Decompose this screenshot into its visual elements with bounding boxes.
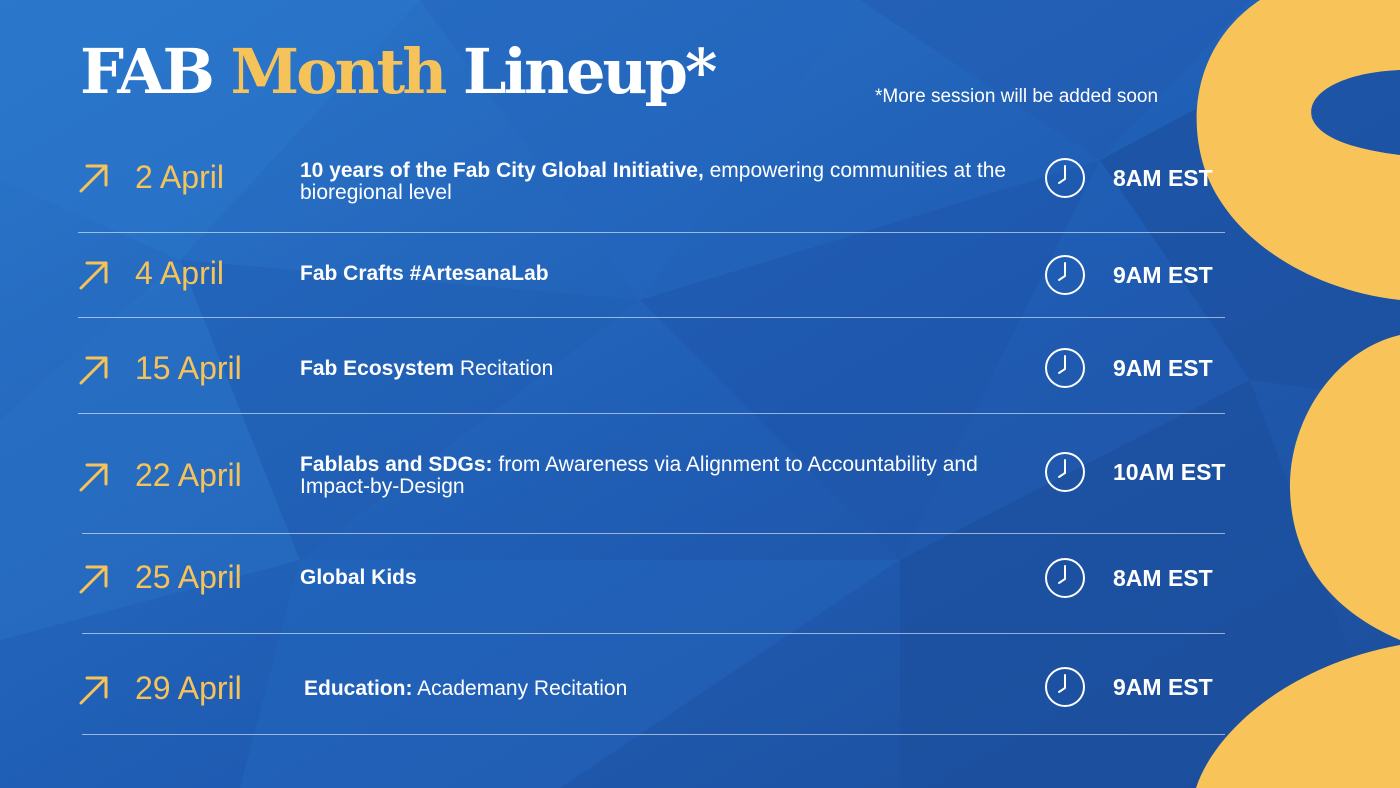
row-divider: [82, 633, 1225, 634]
row-divider: [82, 734, 1225, 735]
session-description: Global Kids: [300, 567, 1020, 589]
session-time: 10AM EST: [1113, 459, 1226, 485]
clock-icon: [1045, 452, 1085, 492]
session-time: 9AM EST: [1113, 262, 1213, 288]
session-description: Fablabs and SDGs: from Awareness via Ali…: [300, 454, 1020, 498]
session-time: 9AM EST: [1113, 674, 1213, 700]
arrow-up-right-icon: [79, 356, 108, 385]
session-title-bold: Global Kids: [300, 566, 417, 589]
session-title-bold: Fab Crafts #ArtesanaLab: [300, 262, 549, 285]
title-part-lineup: Lineup*: [462, 35, 718, 108]
row-divider: [78, 317, 1225, 318]
arrow-up-right-icon: [79, 164, 108, 193]
session-description: 10 years of the Fab City Global Initiati…: [300, 160, 1020, 204]
session-date: 15 April: [135, 350, 242, 386]
session-time: 8AM EST: [1113, 165, 1213, 191]
arrow-up-right-icon: [79, 261, 108, 290]
footnote-note: *More session will be added soon: [875, 86, 1159, 107]
session-description: Education: Academany Recitation: [304, 678, 1024, 700]
arrow-up-right-icon: [79, 565, 108, 594]
session-title-bold: Education:: [304, 677, 413, 700]
session-time: 8AM EST: [1113, 565, 1213, 591]
title-part-month: Month: [230, 35, 448, 108]
session-date: 4 April: [135, 255, 224, 291]
session-title-rest: Academany Recitation: [412, 677, 628, 700]
clock-icon: [1045, 255, 1085, 295]
session-date: 22 April: [135, 457, 242, 493]
session-title-bold: Fab Ecosystem: [300, 357, 455, 380]
clock-icon: [1045, 667, 1085, 707]
session-title-bold: Fablabs and SDGs:: [300, 453, 493, 476]
session-title-bold: 10 years of the Fab City Global Initiati…: [300, 159, 704, 182]
session-title-rest: Recitation: [454, 357, 554, 380]
arrow-up-right-icon: [79, 463, 108, 492]
row-divider: [78, 413, 1225, 414]
session-date: 2 April: [135, 159, 224, 195]
arrow-up-right-icon: [79, 676, 108, 705]
title-part-fab: FAB: [80, 35, 215, 108]
session-description: Fab Crafts #ArtesanaLab: [300, 263, 1020, 285]
clock-icon: [1045, 558, 1085, 598]
clock-icon: [1045, 348, 1085, 388]
session-time: 9AM EST: [1113, 355, 1213, 381]
session-title-rest: empowering communities at the bioregiona…: [300, 159, 1007, 204]
clock-icon: [1045, 158, 1085, 198]
session-date: 29 April: [135, 670, 242, 706]
page-title: FAB Month Lineup*: [80, 30, 718, 114]
session-title-rest: from Awareness via Alignment to Accounta…: [300, 453, 978, 498]
session-description: Fab Ecosystem Recitation: [300, 358, 1020, 380]
session-date: 25 April: [135, 559, 242, 595]
row-divider: [82, 533, 1225, 534]
row-divider: [78, 232, 1225, 233]
